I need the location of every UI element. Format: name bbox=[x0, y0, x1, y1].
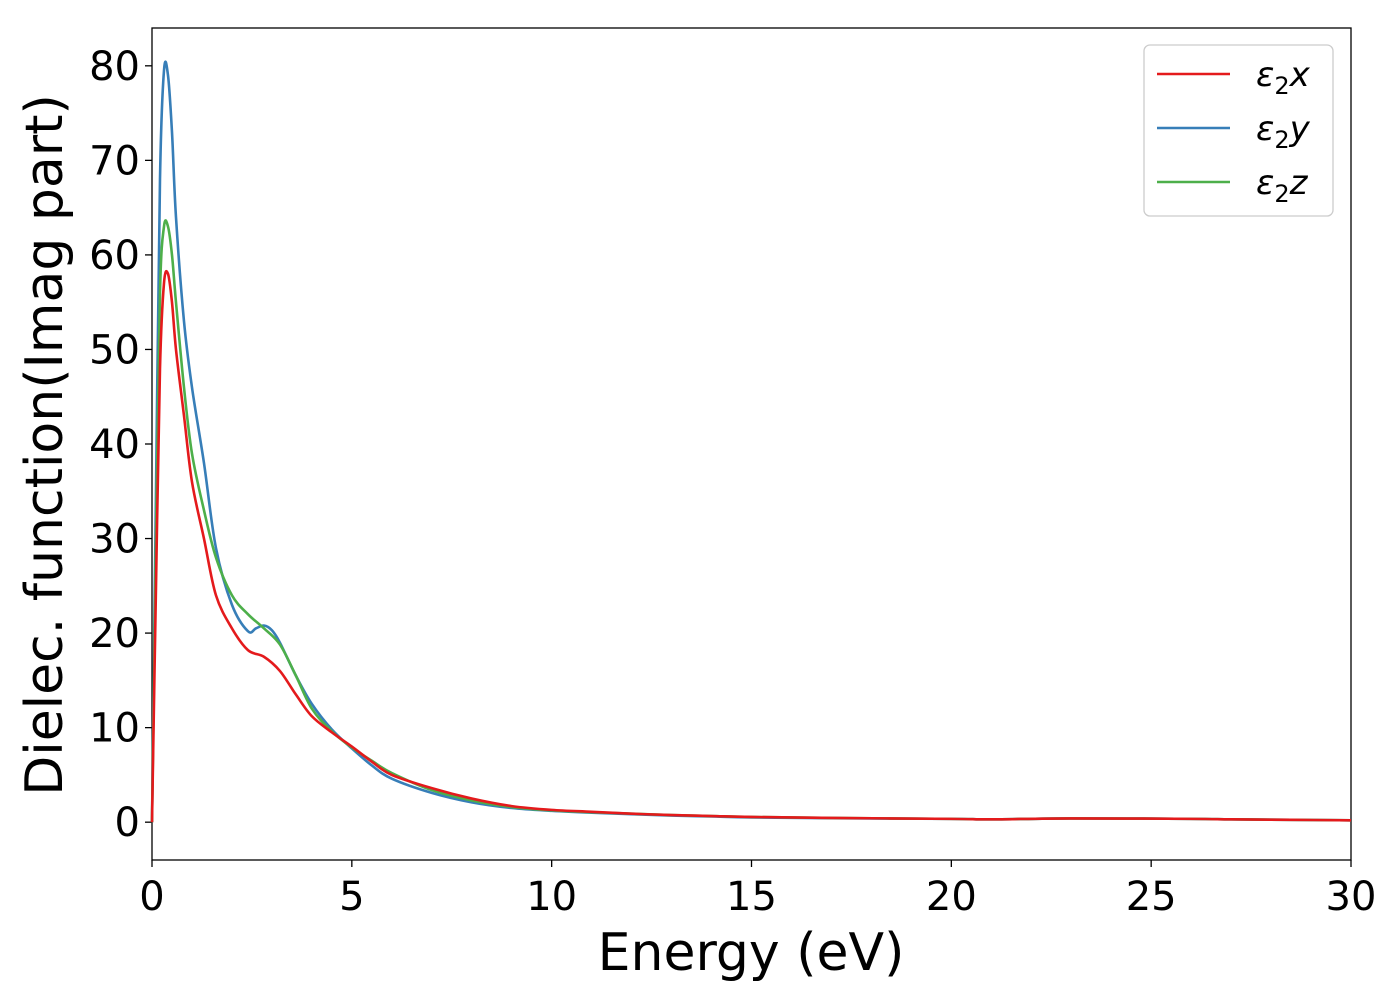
legend-box bbox=[1143, 44, 1334, 217]
series-lines bbox=[150, 60, 1352, 823]
y-axis-ticks: 0 10 20 30 40 50 60 70 80 bbox=[89, 44, 152, 846]
x-tick-label: 30 bbox=[1326, 874, 1377, 920]
y-tick-label: 10 bbox=[89, 706, 140, 752]
y-tick-label: 80 bbox=[89, 44, 140, 90]
y-axis-label: Dielec. function(Imag part) bbox=[15, 94, 75, 796]
x-tick-label: 20 bbox=[926, 874, 977, 920]
x-tick-label: 10 bbox=[526, 874, 577, 920]
x-axis-label: Energy (eV) bbox=[598, 923, 905, 983]
legend-entry-x: ε2x bbox=[1256, 55, 1311, 100]
x-tick-label: 5 bbox=[339, 874, 364, 920]
legend-entry-z: ε2z bbox=[1256, 163, 1309, 208]
y-tick-label: 40 bbox=[89, 422, 140, 468]
x-axis-ticks: 0 5 10 15 20 25 30 bbox=[139, 860, 1376, 920]
series-line-x bbox=[150, 269, 1352, 823]
legend-entry-y: ε2y bbox=[1256, 109, 1311, 154]
x-tick-label: 0 bbox=[139, 874, 164, 920]
y-tick-label: 20 bbox=[89, 611, 140, 657]
x-tick-label: 15 bbox=[726, 874, 777, 920]
y-tick-label: 70 bbox=[89, 138, 140, 184]
y-tick-label: 30 bbox=[89, 517, 140, 563]
x-tick-label: 25 bbox=[1126, 874, 1177, 920]
y-tick-label: 0 bbox=[115, 800, 140, 846]
legend: ε2x ε2y ε2z bbox=[1143, 44, 1334, 217]
y-tick-label: 50 bbox=[89, 327, 140, 373]
y-tick-label: 60 bbox=[89, 233, 140, 279]
